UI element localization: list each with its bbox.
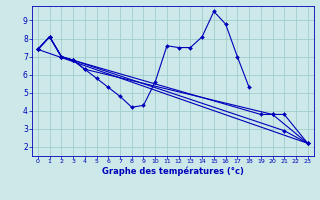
- X-axis label: Graphe des températures (°c): Graphe des températures (°c): [102, 167, 244, 176]
